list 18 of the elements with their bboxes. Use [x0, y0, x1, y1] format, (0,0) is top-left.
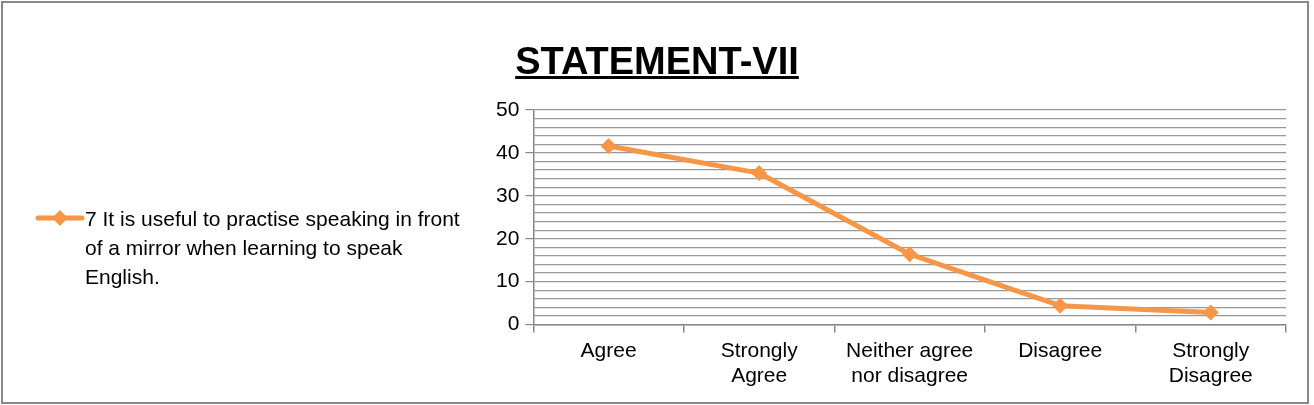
x-tick-label: Strongly Agree [720, 338, 799, 387]
point [901, 246, 918, 263]
point [751, 165, 768, 182]
y-tick-label: 0 [507, 311, 520, 335]
y-tick-label: 10 [496, 268, 520, 292]
y-tick-label: 20 [496, 225, 520, 249]
legend-label: 7 It is useful to practise speaking in front of a mirror when learning to speak English. [85, 206, 460, 290]
x-tick-label: Disagree [1018, 338, 1103, 361]
chart-title: STATEMENT-VII [514, 40, 800, 83]
y-tick-label: 30 [496, 182, 520, 206]
point [1202, 304, 1219, 321]
x-tick-label: Strongly Disagree [1168, 338, 1253, 387]
point [600, 138, 617, 155]
y-tick-label: 40 [496, 139, 520, 163]
x-tick-label: Agree [580, 338, 637, 361]
point [1052, 297, 1069, 314]
y-tick-label: 50 [496, 96, 520, 120]
x-tick-label: Neither agree nor disagree [846, 338, 974, 387]
